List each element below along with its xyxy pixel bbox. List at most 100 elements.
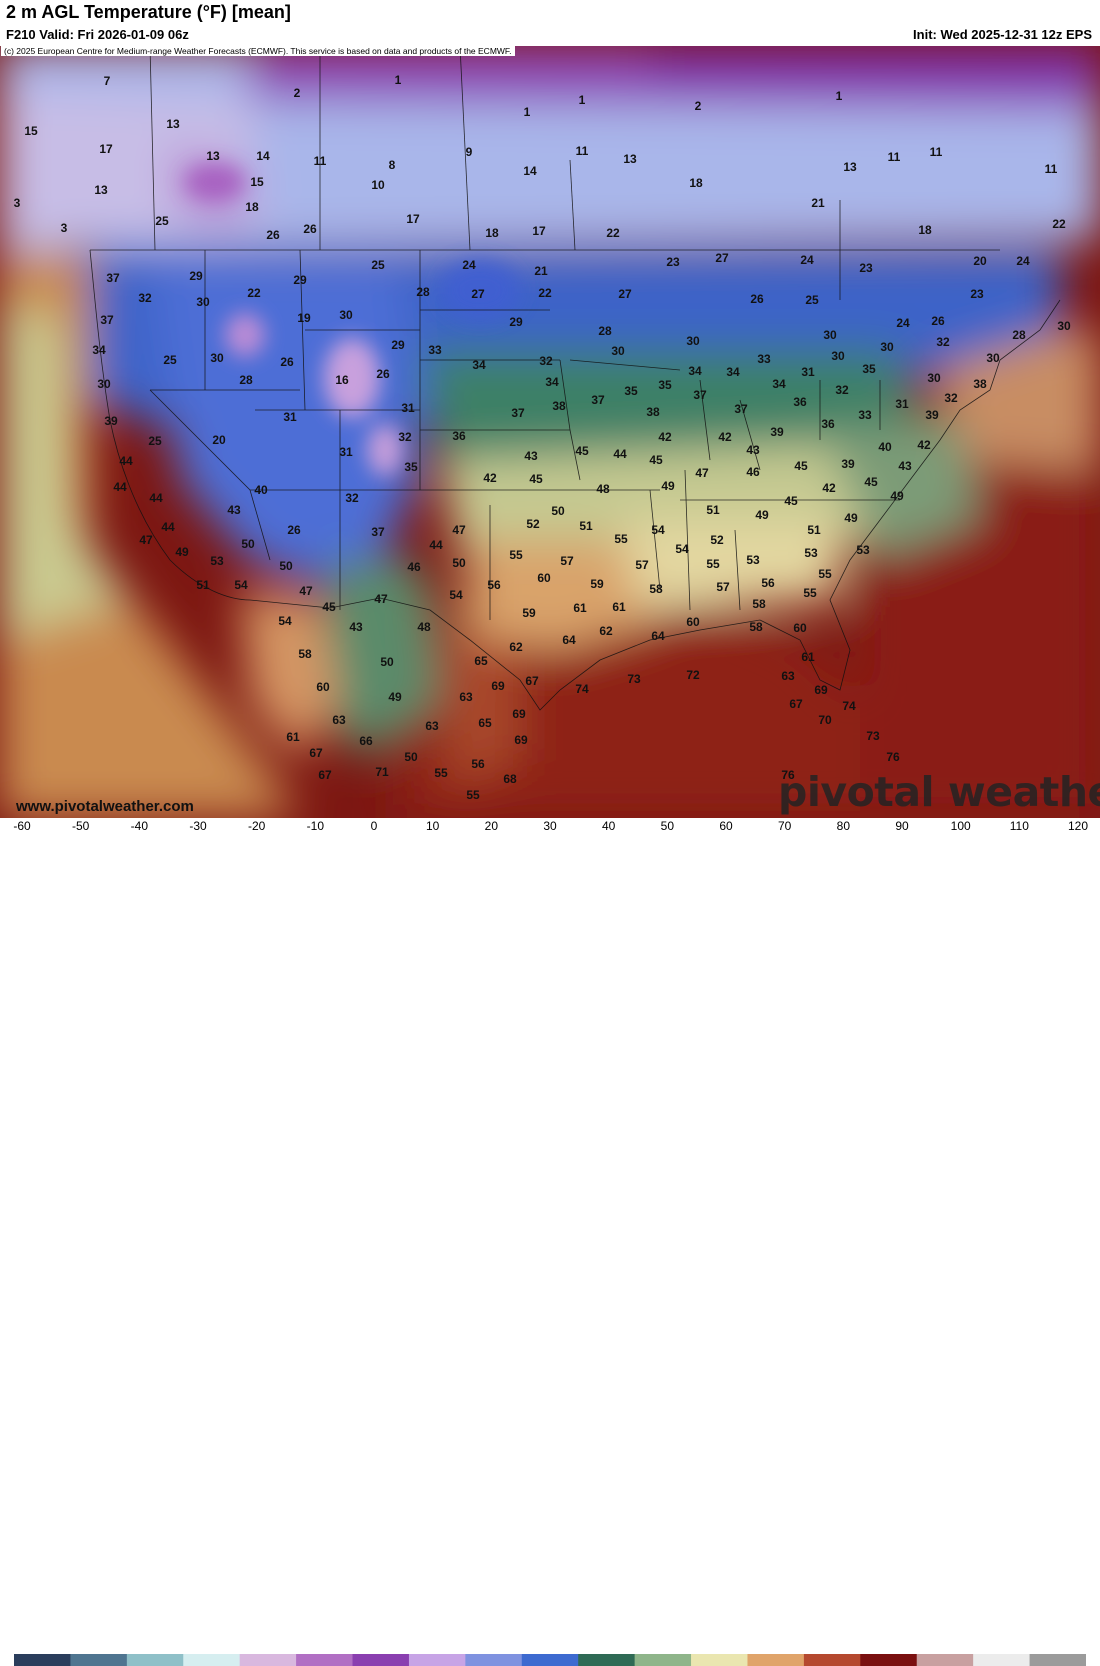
temperature-value: 21 xyxy=(811,196,825,210)
color-scale-segment xyxy=(916,1654,974,1666)
temperature-value: 23 xyxy=(970,287,984,301)
temperature-value: 31 xyxy=(339,445,353,459)
temperature-value: 47 xyxy=(695,466,709,480)
temperature-value: 39 xyxy=(925,408,939,422)
temperature-value: 56 xyxy=(487,578,501,592)
color-scale-segment xyxy=(239,1654,297,1666)
temperature-value: 27 xyxy=(715,251,729,265)
temperature-value: 30 xyxy=(986,351,1000,365)
temperature-field xyxy=(0,46,1100,818)
temperature-value: 47 xyxy=(139,533,153,547)
color-scale-tick-label: -40 xyxy=(130,819,148,833)
temperature-value: 35 xyxy=(658,378,672,392)
temperature-value: 11 xyxy=(575,144,589,158)
temperature-value: 32 xyxy=(539,354,553,368)
temperature-value: 60 xyxy=(793,621,807,635)
temperature-value: 24 xyxy=(1016,254,1030,268)
temperature-value: 38 xyxy=(552,399,566,413)
temperature-value: 3 xyxy=(13,196,21,210)
temperature-value: 44 xyxy=(113,480,127,494)
color-scale-bar xyxy=(14,1654,1086,1666)
temperature-value: 44 xyxy=(429,538,443,552)
temperature-value: 14 xyxy=(523,164,537,178)
temperature-value: 57 xyxy=(716,580,730,594)
temperature-value: 31 xyxy=(895,397,909,411)
temperature-value: 25 xyxy=(148,434,162,448)
color-scale-segment xyxy=(126,1654,184,1666)
temperature-value: 59 xyxy=(522,606,536,620)
temperature-value: 49 xyxy=(844,511,858,525)
temperature-value: 69 xyxy=(514,733,528,747)
color-scale-segment xyxy=(1029,1654,1086,1666)
temperature-value: 53 xyxy=(804,546,818,560)
color-scale-tick-label: -20 xyxy=(247,819,266,833)
temperature-value: 43 xyxy=(227,503,241,517)
temperature-value: 19 xyxy=(297,311,311,325)
temperature-map[interactable] xyxy=(0,46,1100,818)
temperature-value: 68 xyxy=(503,772,517,786)
color-scale-segment xyxy=(465,1654,523,1666)
color-scale-segment xyxy=(691,1654,748,1666)
temperature-value: 54 xyxy=(651,523,665,537)
temperature-value: 25 xyxy=(371,258,385,272)
temperature-value: 49 xyxy=(175,545,189,559)
temperature-value: 54 xyxy=(675,542,689,556)
temperature-value: 51 xyxy=(579,519,593,533)
temperature-value: 45 xyxy=(529,472,543,486)
temperature-value: 55 xyxy=(706,557,720,571)
temperature-value: 55 xyxy=(466,788,480,802)
temperature-value: 55 xyxy=(509,548,523,562)
temperature-value: 61 xyxy=(801,650,815,664)
temperature-value: 2 xyxy=(293,86,301,100)
temperature-value: 26 xyxy=(931,314,945,328)
temperature-value: 56 xyxy=(471,757,485,771)
color-scale-segment xyxy=(973,1654,1031,1666)
site-url-link[interactable]: www.pivotalweather.com xyxy=(16,798,194,815)
temperature-value: 76 xyxy=(886,750,900,764)
temperature-value: 33 xyxy=(858,408,872,422)
temperature-value: 24 xyxy=(800,253,814,267)
temperature-value: 46 xyxy=(746,465,760,479)
temperature-value: 42 xyxy=(917,438,931,452)
temperature-value: 60 xyxy=(686,615,700,629)
temperature-value: 8 xyxy=(388,158,396,172)
temperature-value: 67 xyxy=(525,674,539,688)
temperature-value: 34 xyxy=(688,364,702,378)
temperature-value: 25 xyxy=(155,214,169,228)
temperature-value: 21 xyxy=(534,264,548,278)
temperature-value: 37 xyxy=(100,313,114,327)
temperature-value: 25 xyxy=(163,353,177,367)
map-title: 2 m AGL Temperature (°F) [mean] xyxy=(6,2,291,22)
temperature-value: 30 xyxy=(831,349,845,363)
init-time-label: Init: Wed 2025-12-31 12z EPS xyxy=(913,27,1092,42)
temperature-value: 28 xyxy=(239,373,253,387)
temperature-value: 42 xyxy=(822,481,836,495)
color-scale-segment xyxy=(860,1654,918,1666)
temperature-value: 71 xyxy=(375,765,389,779)
temperature-value: 3 xyxy=(60,221,68,235)
temperature-value: 66 xyxy=(359,734,373,748)
temperature-value: 18 xyxy=(918,223,932,237)
temperature-value: 14 xyxy=(256,149,270,163)
temperature-value: 38 xyxy=(646,405,660,419)
temperature-value: 44 xyxy=(149,491,163,505)
temperature-value: 35 xyxy=(862,362,876,376)
color-scale-tick-label: 30 xyxy=(543,819,557,833)
temperature-value: 39 xyxy=(104,414,118,428)
temperature-value: 53 xyxy=(210,554,224,568)
temperature-value: 51 xyxy=(807,523,821,537)
temperature-value: 48 xyxy=(596,482,610,496)
temperature-value: 34 xyxy=(726,365,740,379)
temperature-value: 27 xyxy=(618,287,632,301)
temperature-value: 31 xyxy=(283,410,297,424)
temperature-value: 31 xyxy=(801,365,815,379)
temperature-value: 45 xyxy=(864,475,878,489)
temperature-value: 30 xyxy=(210,351,224,365)
temperature-value: 35 xyxy=(404,460,418,474)
temperature-value: 26 xyxy=(266,228,280,242)
temperature-value: 26 xyxy=(750,292,764,306)
temperature-value: 55 xyxy=(614,532,628,546)
temperature-value: 30 xyxy=(927,371,941,385)
temperature-value: 13 xyxy=(623,152,637,166)
temperature-value: 32 xyxy=(345,491,359,505)
